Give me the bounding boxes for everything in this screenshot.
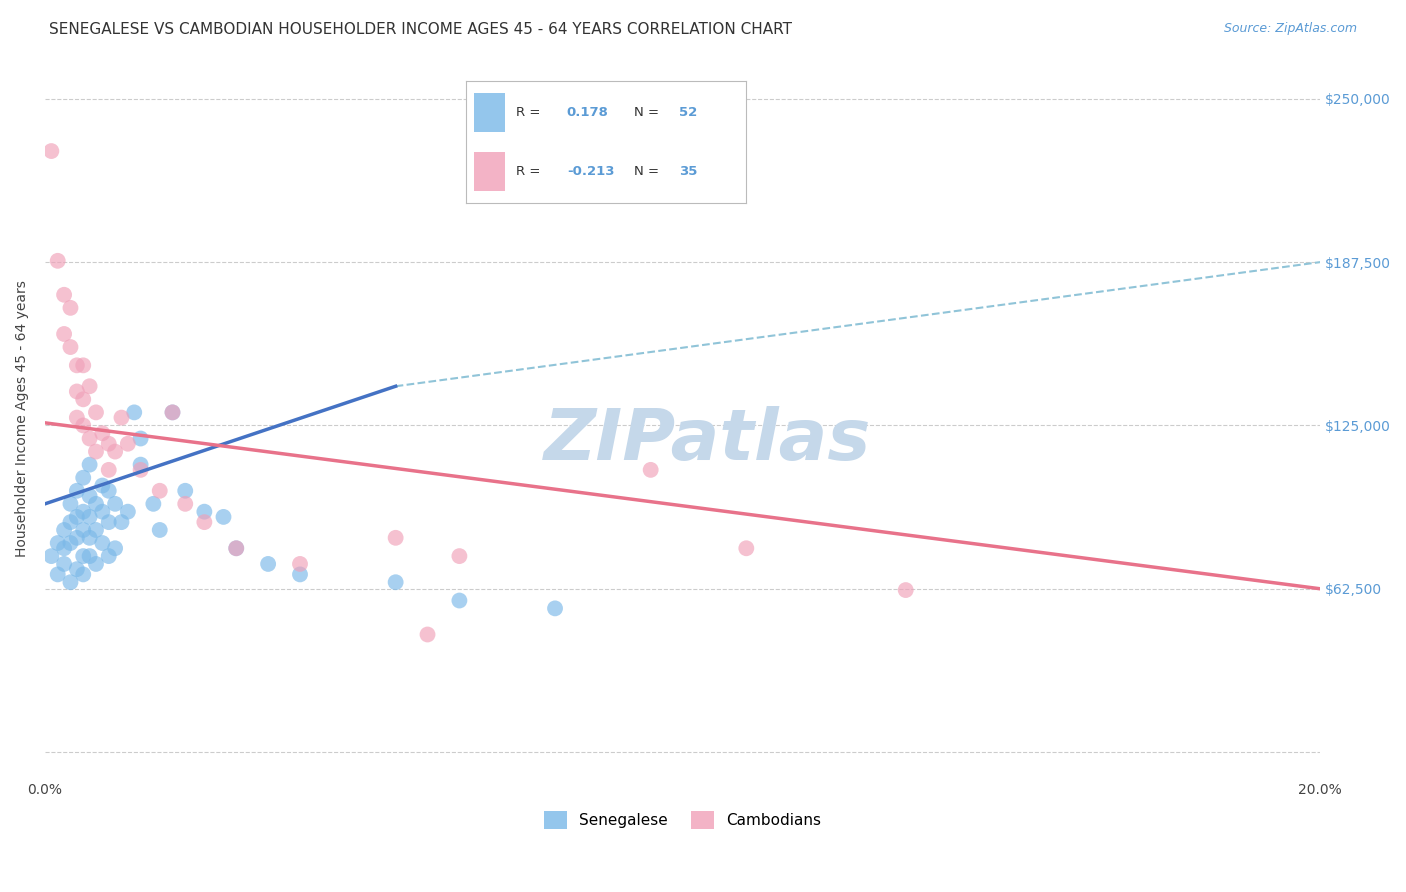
Point bbox=[174, 497, 197, 511]
Legend: Senegalese, Cambodians: Senegalese, Cambodians bbox=[538, 805, 827, 835]
Point bbox=[72, 549, 94, 563]
Point bbox=[129, 458, 152, 472]
Point bbox=[288, 557, 311, 571]
Text: ZIPatlas: ZIPatlas bbox=[544, 406, 872, 475]
Point bbox=[212, 509, 235, 524]
Point bbox=[66, 531, 89, 545]
Point bbox=[117, 505, 139, 519]
Point bbox=[53, 326, 76, 341]
Point bbox=[162, 405, 184, 419]
Text: Source: ZipAtlas.com: Source: ZipAtlas.com bbox=[1223, 22, 1357, 36]
Point bbox=[174, 483, 197, 498]
Point bbox=[110, 515, 132, 529]
Point bbox=[66, 384, 89, 399]
Point bbox=[53, 523, 76, 537]
Point bbox=[384, 575, 406, 590]
Point bbox=[53, 287, 76, 301]
Point bbox=[894, 583, 917, 598]
Point bbox=[193, 515, 215, 529]
Point bbox=[84, 523, 107, 537]
Point bbox=[91, 505, 114, 519]
Point bbox=[91, 426, 114, 441]
Point bbox=[66, 562, 89, 576]
Point bbox=[41, 144, 63, 158]
Point bbox=[84, 405, 107, 419]
Point bbox=[149, 523, 172, 537]
Point bbox=[66, 509, 89, 524]
Point bbox=[53, 541, 76, 556]
Point bbox=[46, 536, 69, 550]
Point bbox=[46, 253, 69, 268]
Point bbox=[79, 432, 101, 446]
Point bbox=[91, 536, 114, 550]
Point bbox=[72, 418, 94, 433]
Point bbox=[257, 557, 280, 571]
Point bbox=[117, 436, 139, 450]
Point bbox=[66, 483, 89, 498]
Point bbox=[41, 549, 63, 563]
Point bbox=[53, 557, 76, 571]
Point bbox=[79, 549, 101, 563]
Point bbox=[59, 515, 82, 529]
Point bbox=[122, 405, 145, 419]
Point bbox=[72, 567, 94, 582]
Point bbox=[59, 340, 82, 354]
Point bbox=[72, 505, 94, 519]
Point bbox=[79, 379, 101, 393]
Point bbox=[79, 458, 101, 472]
Point bbox=[97, 549, 120, 563]
Point bbox=[288, 567, 311, 582]
Point bbox=[416, 627, 439, 641]
Point bbox=[449, 593, 471, 607]
Point bbox=[97, 463, 120, 477]
Point bbox=[59, 536, 82, 550]
Point bbox=[79, 509, 101, 524]
Point bbox=[104, 541, 127, 556]
Point bbox=[72, 359, 94, 373]
Point bbox=[149, 483, 172, 498]
Point bbox=[544, 601, 567, 615]
Point bbox=[97, 436, 120, 450]
Point bbox=[66, 410, 89, 425]
Point bbox=[59, 575, 82, 590]
Point bbox=[72, 392, 94, 407]
Point bbox=[110, 410, 132, 425]
Point bbox=[84, 444, 107, 458]
Point bbox=[97, 515, 120, 529]
Point bbox=[129, 432, 152, 446]
Point bbox=[384, 531, 406, 545]
Point bbox=[193, 505, 215, 519]
Point bbox=[225, 541, 247, 556]
Point bbox=[59, 497, 82, 511]
Point bbox=[142, 497, 165, 511]
Point bbox=[449, 549, 471, 563]
Point bbox=[735, 541, 758, 556]
Point bbox=[640, 463, 662, 477]
Point bbox=[66, 359, 89, 373]
Point bbox=[225, 541, 247, 556]
Point bbox=[72, 471, 94, 485]
Text: SENEGALESE VS CAMBODIAN HOUSEHOLDER INCOME AGES 45 - 64 YEARS CORRELATION CHART: SENEGALESE VS CAMBODIAN HOUSEHOLDER INCO… bbox=[49, 22, 792, 37]
Point bbox=[104, 444, 127, 458]
Point bbox=[84, 557, 107, 571]
Point bbox=[72, 523, 94, 537]
Point bbox=[97, 483, 120, 498]
Y-axis label: Householder Income Ages 45 - 64 years: Householder Income Ages 45 - 64 years bbox=[15, 280, 30, 558]
Point bbox=[91, 478, 114, 492]
Point bbox=[59, 301, 82, 315]
Point bbox=[46, 567, 69, 582]
Point bbox=[84, 497, 107, 511]
Point bbox=[162, 405, 184, 419]
Point bbox=[104, 497, 127, 511]
Point bbox=[129, 463, 152, 477]
Point bbox=[79, 489, 101, 503]
Point bbox=[79, 531, 101, 545]
